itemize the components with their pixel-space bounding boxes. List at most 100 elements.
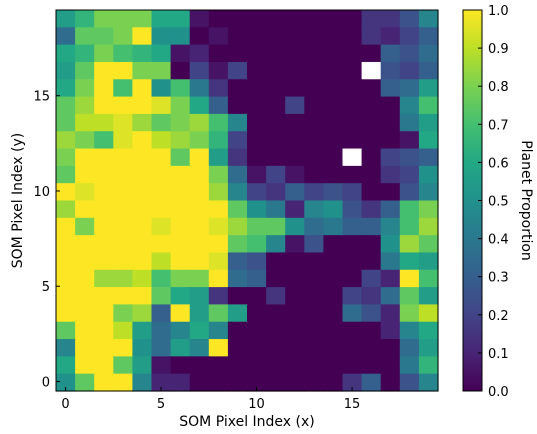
heatmap-cell — [56, 165, 76, 184]
heatmap-cell — [94, 44, 114, 63]
heatmap-cell — [113, 373, 133, 392]
heatmap-cell — [247, 148, 267, 167]
heatmap-cell — [189, 304, 210, 323]
heatmap-cell — [170, 61, 191, 80]
heatmap-cell — [170, 217, 191, 236]
heatmap-cell — [342, 131, 363, 150]
heatmap-cell — [361, 252, 382, 271]
heatmap-cell — [266, 235, 286, 254]
heatmap-cell — [247, 356, 267, 375]
heatmap-cell — [170, 44, 191, 63]
heatmap-cell — [56, 235, 76, 254]
heatmap-cell — [132, 44, 153, 63]
heatmap-cell — [285, 356, 305, 375]
colorbar-tick-label: 0.2 — [488, 309, 509, 324]
heatmap-cell — [75, 148, 95, 167]
heatmap-cell — [113, 183, 133, 202]
heatmap-cell — [208, 235, 229, 254]
heatmap-cell — [247, 61, 267, 80]
heatmap-cell — [247, 339, 267, 357]
heatmap-cell — [418, 165, 439, 184]
heatmap-cell — [75, 217, 95, 236]
heatmap-cell — [399, 304, 420, 323]
heatmap-cell — [113, 235, 133, 254]
heatmap-cell — [247, 96, 267, 115]
heatmap-cell — [208, 131, 229, 150]
heatmap-cell — [94, 321, 114, 340]
heatmap-cell — [151, 200, 172, 219]
heatmap-cell — [113, 61, 133, 80]
heatmap-cell — [380, 339, 401, 357]
heatmap-cell — [189, 27, 210, 46]
heatmap-cell — [247, 183, 267, 202]
heatmap-cell — [56, 287, 76, 306]
x-tick-label: 5 — [157, 397, 165, 412]
heatmap-cell — [247, 27, 267, 46]
heatmap-cell — [418, 252, 439, 271]
heatmap-cell — [151, 339, 172, 357]
heatmap-cell — [323, 113, 344, 132]
x-axis-ticks: 0 5 10 15 — [61, 387, 360, 412]
heatmap-cell — [208, 165, 229, 184]
heatmap-cell — [151, 235, 172, 254]
heatmap-cell — [266, 269, 286, 288]
heatmap-cell — [323, 235, 344, 254]
heatmap-cell — [132, 148, 153, 167]
heatmap-cell — [285, 252, 305, 271]
heatmap-cell — [227, 269, 248, 288]
heatmap-cell — [113, 79, 133, 98]
heatmap-cell — [132, 131, 153, 150]
heatmap-cell — [189, 200, 210, 219]
heatmap-cell — [208, 79, 229, 98]
heatmap-cell — [208, 356, 229, 375]
heatmap-cell — [56, 148, 76, 167]
heatmap-cell — [247, 165, 267, 184]
heatmap-cell — [75, 96, 95, 115]
heatmap-cell — [170, 148, 191, 167]
heatmap-cell — [56, 304, 76, 323]
heatmap-cell — [399, 235, 420, 254]
heatmap-cell — [113, 200, 133, 219]
heatmap-cell — [132, 61, 153, 80]
heatmap-cell — [399, 61, 420, 80]
heatmap-cell — [399, 131, 420, 150]
heatmap-cell — [285, 200, 305, 219]
heatmap-cell — [56, 217, 76, 236]
heatmap-cell — [380, 200, 401, 219]
heatmap-cell — [170, 373, 191, 392]
heatmap-cell — [323, 183, 344, 202]
heatmap-cell — [380, 148, 401, 167]
heatmap-cell — [342, 79, 363, 98]
heatmap-cell — [247, 200, 267, 219]
heatmap-cell — [208, 27, 229, 46]
heatmap-cell — [75, 321, 95, 340]
heatmap-cell — [323, 373, 344, 392]
heatmap-cell — [151, 61, 172, 80]
heatmap-cell — [323, 304, 344, 323]
heatmap-cell — [170, 165, 191, 184]
heatmap-cell — [227, 10, 248, 28]
heatmap-cell — [227, 27, 248, 46]
heatmap-cell — [361, 61, 382, 80]
heatmap-cell — [170, 131, 191, 150]
heatmap-cell — [75, 27, 95, 46]
heatmap-cell — [304, 96, 324, 115]
heatmap-cell — [266, 252, 286, 271]
heatmap-cell — [399, 287, 420, 306]
heatmap-cell — [361, 131, 382, 150]
heatmap-cell — [418, 10, 439, 28]
heatmap-cell — [56, 79, 76, 98]
y-axis-ticks: 0 5 10 15 — [33, 90, 60, 390]
heatmap-cell — [189, 44, 210, 63]
heatmap-cell — [208, 304, 229, 323]
heatmap-cell — [151, 321, 172, 340]
heatmap-cell — [132, 373, 153, 392]
heatmap-cell — [94, 79, 114, 98]
heatmap-cell — [380, 269, 401, 288]
heatmap-cell — [94, 217, 114, 236]
heatmap-cell — [189, 165, 210, 184]
heatmap-cell — [418, 27, 439, 46]
heatmap-cell — [380, 10, 401, 28]
heatmap-cell — [189, 148, 210, 167]
heatmap-cell — [304, 131, 324, 150]
